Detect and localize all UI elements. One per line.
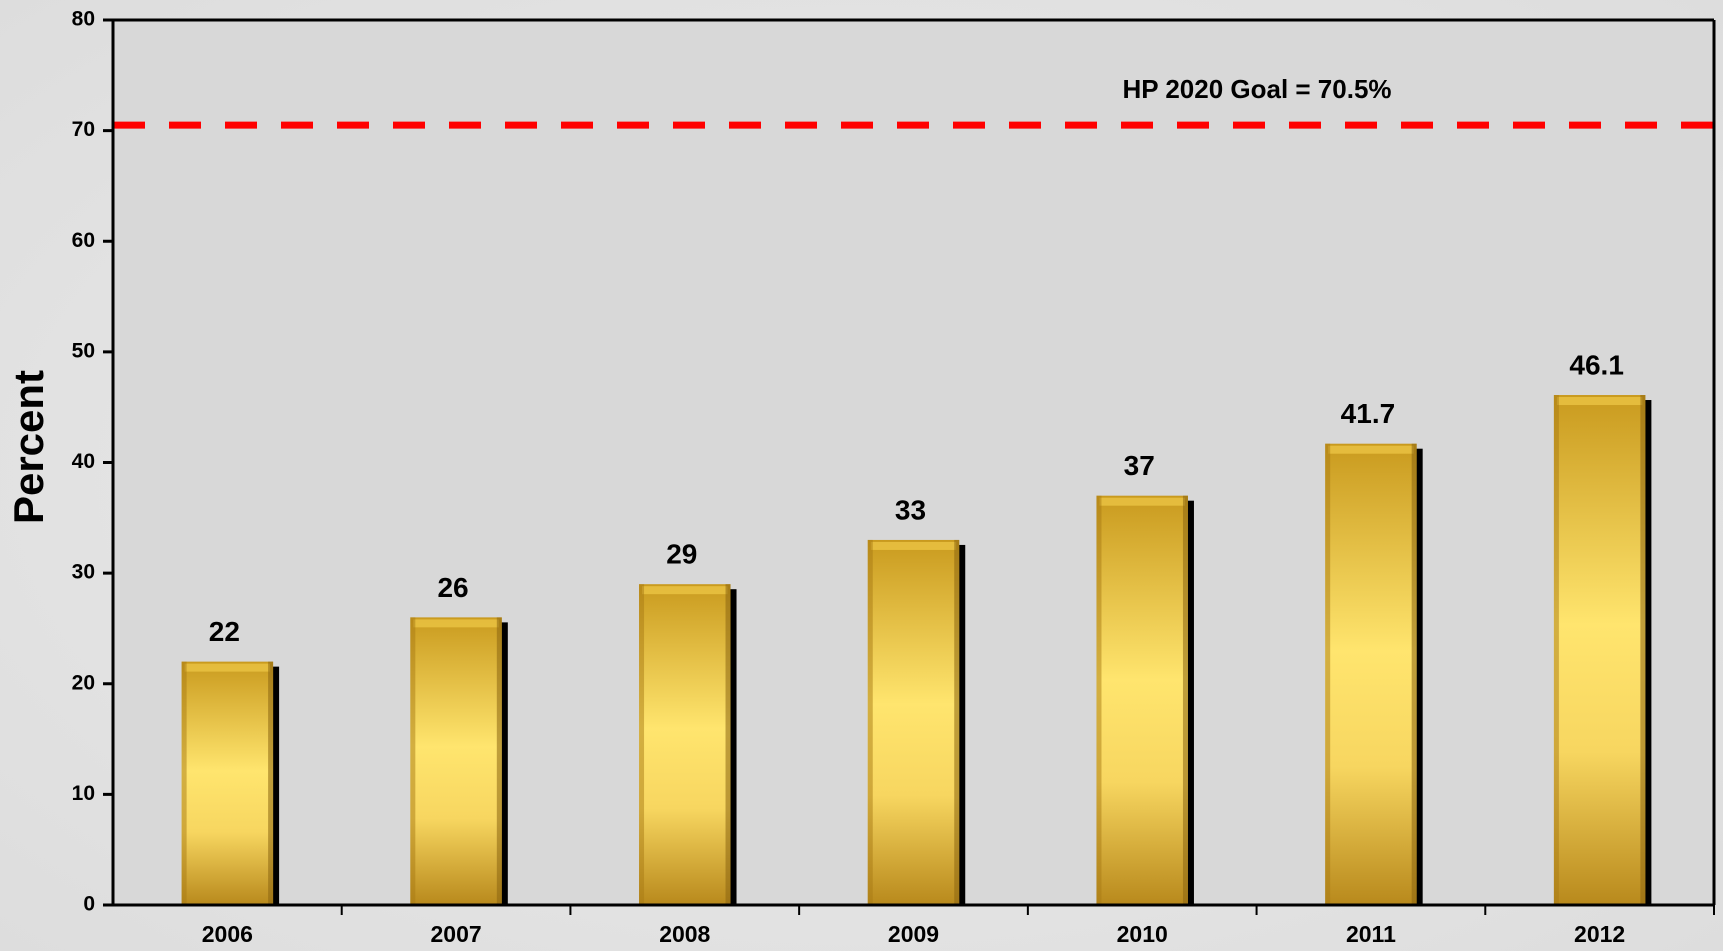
bar-edge-right bbox=[496, 617, 502, 905]
y-tick-label: 40 bbox=[72, 450, 95, 473]
y-tick-label: 80 bbox=[72, 8, 95, 31]
bar-edge-right bbox=[954, 539, 960, 905]
bar-edge-left bbox=[1325, 443, 1331, 905]
bar-bevel bbox=[1328, 445, 1414, 454]
data-label: 26 bbox=[437, 572, 468, 603]
bar-edge-left bbox=[181, 661, 187, 905]
y-tick-label: 50 bbox=[72, 339, 95, 362]
y-tick-label: 70 bbox=[72, 118, 95, 141]
bar-edge-right bbox=[725, 584, 731, 905]
bar bbox=[639, 584, 731, 905]
bar-bevel bbox=[184, 663, 271, 672]
data-label: 22 bbox=[209, 616, 240, 647]
y-tick-label: 30 bbox=[72, 561, 95, 584]
y-axis-label: Percent bbox=[5, 370, 52, 524]
data-label: 46.1 bbox=[1569, 349, 1624, 380]
y-tick-label: 20 bbox=[72, 671, 95, 694]
x-tick-label: 2011 bbox=[1346, 921, 1396, 947]
bar-edge-right bbox=[1182, 495, 1188, 905]
x-tick-label: 2008 bbox=[659, 921, 710, 947]
bar bbox=[867, 539, 960, 905]
data-label: 33 bbox=[895, 494, 926, 525]
bar bbox=[1096, 495, 1188, 905]
data-label: 41.7 bbox=[1341, 398, 1396, 429]
bar-bevel bbox=[642, 586, 728, 595]
x-tick-label: 2009 bbox=[888, 921, 939, 947]
bar bbox=[1325, 443, 1417, 905]
bar-bevel bbox=[1556, 397, 1643, 406]
bar bbox=[410, 617, 502, 905]
y-tick-label: 60 bbox=[72, 229, 95, 252]
bar bbox=[181, 661, 274, 905]
bar-edge-right bbox=[268, 661, 274, 905]
bar-edge-right bbox=[1640, 395, 1646, 905]
reference-label: HP 2020 Goal = 70.5% bbox=[1122, 74, 1391, 104]
y-tick-label: 0 bbox=[83, 893, 95, 916]
x-tick-label: 2007 bbox=[430, 921, 481, 947]
bar-edge-left bbox=[1553, 395, 1559, 905]
bar bbox=[1553, 395, 1646, 905]
bar-edge-right bbox=[1411, 443, 1417, 905]
bar-bevel bbox=[870, 541, 957, 550]
data-label: 37 bbox=[1124, 450, 1155, 481]
bar-edge-left bbox=[867, 539, 873, 905]
x-tick-label: 2006 bbox=[202, 921, 253, 947]
data-label: 29 bbox=[666, 539, 697, 570]
bar-edge-left bbox=[410, 617, 416, 905]
bar-edge-left bbox=[1096, 495, 1102, 905]
y-tick-label: 10 bbox=[72, 782, 95, 805]
x-tick-label: 2012 bbox=[1574, 921, 1625, 947]
x-tick-label: 2010 bbox=[1117, 921, 1168, 947]
bar-bevel bbox=[1099, 497, 1185, 506]
bar-bevel bbox=[413, 619, 499, 628]
bar-edge-left bbox=[639, 584, 645, 905]
